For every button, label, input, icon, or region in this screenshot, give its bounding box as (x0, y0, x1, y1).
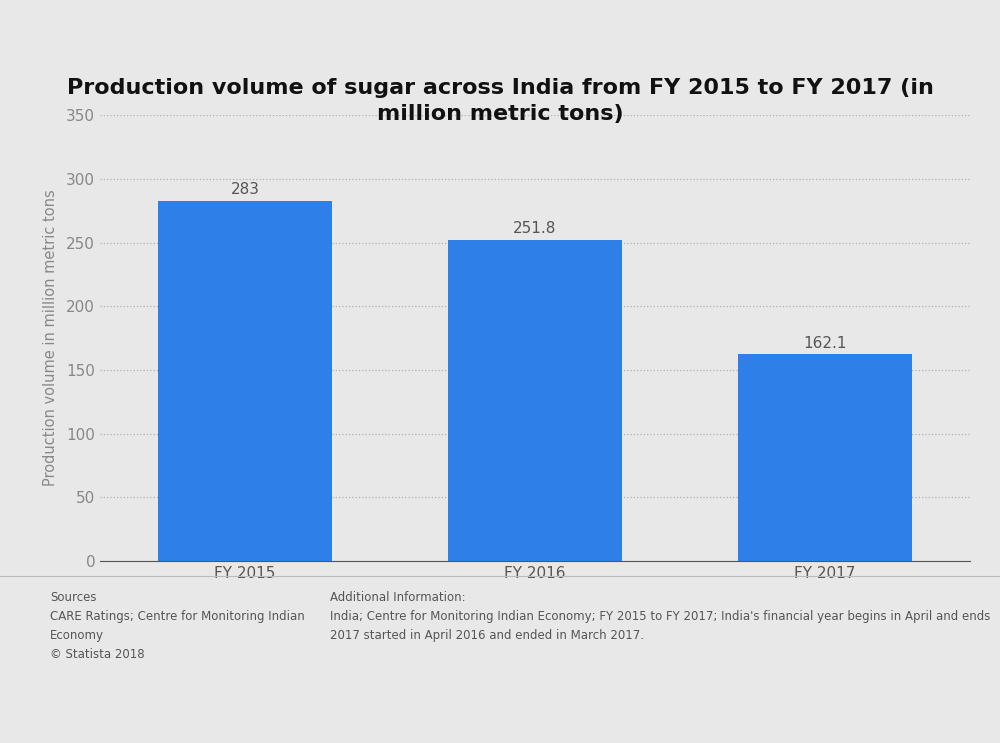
Bar (738, 354, 912, 561)
Text: Sources
CARE Ratings; Centre for Monitoring Indian
Economy
© Statista 2018: Sources CARE Ratings; Centre for Monitor… (50, 591, 305, 661)
Y-axis label: Production volume in million metric tons: Production volume in million metric tons (43, 189, 58, 487)
Text: 283: 283 (230, 182, 260, 197)
Text: Additional Information:
India; Centre for Monitoring Indian Economy; FY 2015 to : Additional Information: India; Centre fo… (330, 591, 990, 642)
Text: 251.8: 251.8 (513, 221, 557, 236)
Text: 162.1: 162.1 (803, 336, 847, 351)
Text: Production volume of sugar across India from FY 2015 to FY 2017 (in
million metr: Production volume of sugar across India … (67, 78, 933, 124)
Bar (448, 240, 622, 561)
Bar (158, 201, 332, 561)
